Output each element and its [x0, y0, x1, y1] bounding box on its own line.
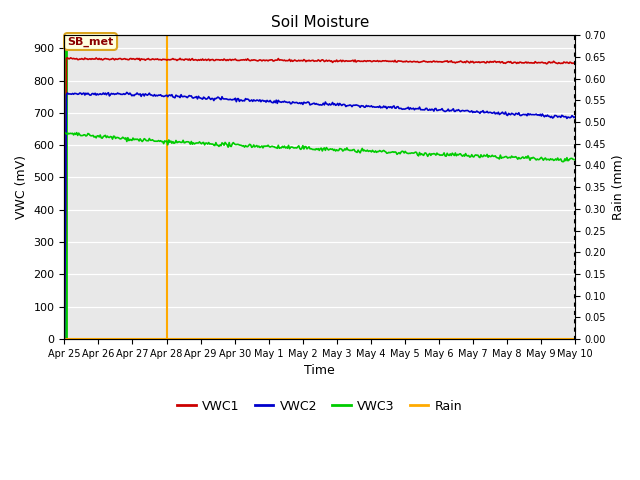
Text: SB_met: SB_met	[67, 36, 114, 47]
Y-axis label: VWC (mV): VWC (mV)	[15, 155, 28, 219]
Y-axis label: Rain (mm): Rain (mm)	[612, 155, 625, 220]
Legend: VWC1, VWC2, VWC3, Rain: VWC1, VWC2, VWC3, Rain	[172, 395, 467, 418]
Title: Soil Moisture: Soil Moisture	[271, 15, 369, 30]
X-axis label: Time: Time	[305, 364, 335, 377]
